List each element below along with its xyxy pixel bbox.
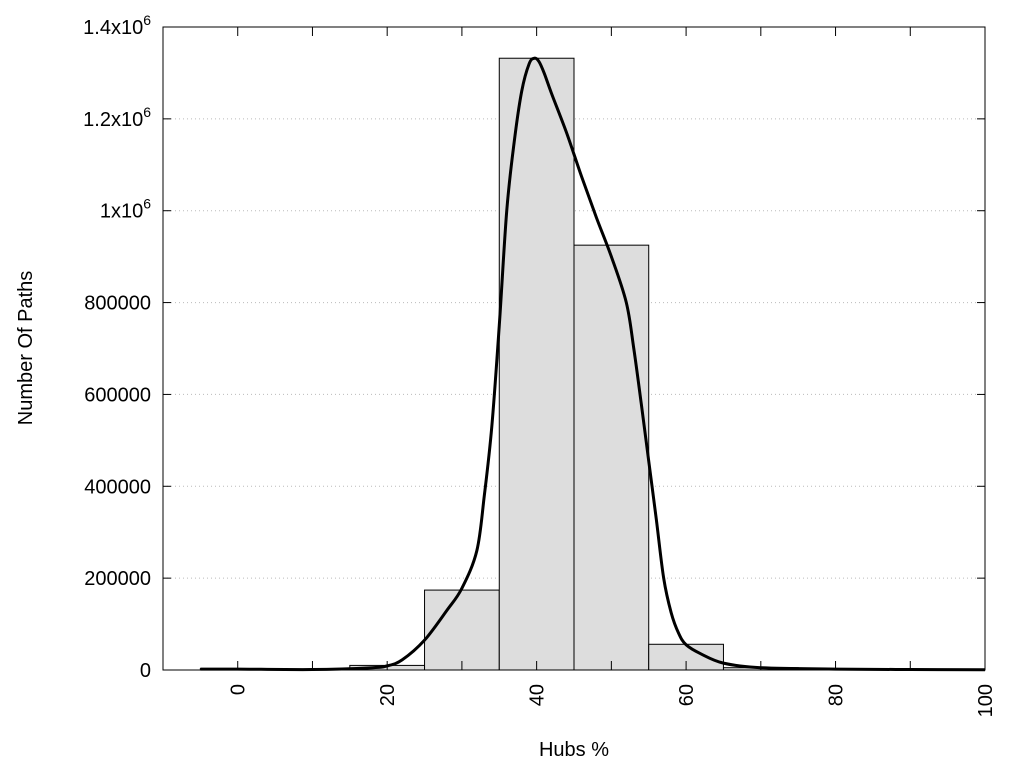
- x-tick-label: 60: [676, 684, 698, 706]
- y-tick-label: 600000: [84, 384, 151, 406]
- x-axis-label: Hubs %: [539, 739, 609, 761]
- y-tick-exponent: 6: [143, 196, 151, 212]
- x-tick-label: 40: [527, 684, 549, 706]
- y-axis-label: Number Of Paths: [15, 271, 37, 426]
- y-tick-label: 200000: [84, 568, 151, 590]
- y-tick-label: 800000: [84, 293, 151, 315]
- x-tick-label: 100: [975, 684, 997, 717]
- y-tick-label: 400000: [84, 476, 151, 498]
- y-tick-label: 1.4x106: [83, 12, 151, 39]
- histogram-bar: [574, 245, 649, 670]
- y-tick-exponent: 6: [143, 104, 151, 120]
- y-tick-label: 1.2x106: [83, 104, 151, 131]
- y-tick-label: 0: [140, 660, 151, 682]
- histogram-bar: [499, 58, 574, 670]
- histogram-bar: [425, 590, 500, 670]
- x-tick-label: 20: [377, 684, 399, 706]
- x-tick-label: 0: [228, 684, 250, 695]
- y-tick-exponent: 6: [143, 12, 151, 28]
- y-tick-label: 1x106: [100, 196, 151, 223]
- x-tick-label: 80: [826, 684, 848, 706]
